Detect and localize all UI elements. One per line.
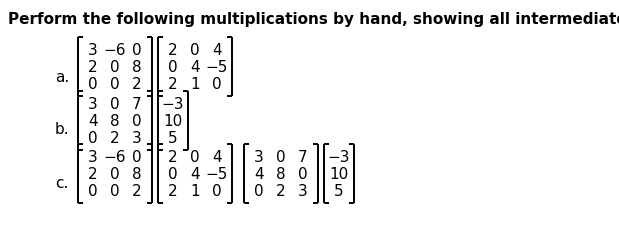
- Text: 0: 0: [110, 183, 120, 198]
- Text: 3: 3: [132, 131, 142, 145]
- Text: 0: 0: [132, 113, 142, 128]
- Text: 4: 4: [212, 149, 222, 164]
- Text: b.: b.: [55, 122, 69, 137]
- Text: 2: 2: [168, 77, 178, 92]
- Text: 4: 4: [190, 60, 200, 75]
- Text: 2: 2: [88, 60, 98, 75]
- Text: 2: 2: [88, 166, 98, 181]
- Text: −3: −3: [162, 97, 184, 112]
- Text: 0: 0: [254, 183, 264, 198]
- Text: 4: 4: [190, 166, 200, 181]
- Text: 0: 0: [110, 97, 120, 112]
- Text: 1: 1: [190, 183, 200, 198]
- Text: −5: −5: [206, 166, 228, 181]
- Text: −6: −6: [104, 149, 126, 164]
- Text: 2: 2: [132, 183, 142, 198]
- Text: −6: −6: [104, 43, 126, 58]
- Text: 8: 8: [110, 113, 120, 128]
- Text: c.: c.: [55, 175, 68, 190]
- Text: 0: 0: [212, 77, 222, 92]
- Text: 8: 8: [132, 60, 142, 75]
- Text: 3: 3: [88, 149, 98, 164]
- Text: 7: 7: [132, 97, 142, 112]
- Text: 0: 0: [168, 60, 178, 75]
- Text: 10: 10: [329, 166, 348, 181]
- Text: a.: a.: [55, 70, 69, 85]
- Text: 0: 0: [190, 43, 200, 58]
- Text: 2: 2: [168, 183, 178, 198]
- Text: 0: 0: [88, 77, 98, 92]
- Text: 0: 0: [212, 183, 222, 198]
- Text: 1: 1: [190, 77, 200, 92]
- Text: 0: 0: [88, 131, 98, 145]
- Text: 0: 0: [110, 60, 120, 75]
- Text: 4: 4: [212, 43, 222, 58]
- Text: 2: 2: [132, 77, 142, 92]
- Text: 5: 5: [168, 131, 178, 145]
- Text: 8: 8: [132, 166, 142, 181]
- Text: 3: 3: [88, 43, 98, 58]
- Text: 4: 4: [88, 113, 98, 128]
- Text: 2: 2: [110, 131, 120, 145]
- Text: 4: 4: [254, 166, 264, 181]
- Text: Perform the following multiplications by hand, showing all intermediate steps:: Perform the following multiplications by…: [8, 12, 619, 27]
- Text: 0: 0: [132, 149, 142, 164]
- Text: 3: 3: [88, 97, 98, 112]
- Text: 0: 0: [88, 183, 98, 198]
- Text: 0: 0: [276, 149, 286, 164]
- Text: 0: 0: [168, 166, 178, 181]
- Text: 0: 0: [110, 77, 120, 92]
- Text: 0: 0: [190, 149, 200, 164]
- Text: 8: 8: [276, 166, 286, 181]
- Text: 0: 0: [298, 166, 308, 181]
- Text: −5: −5: [206, 60, 228, 75]
- Text: 3: 3: [298, 183, 308, 198]
- Text: 10: 10: [163, 113, 183, 128]
- Text: −3: −3: [327, 149, 350, 164]
- Text: 5: 5: [334, 183, 344, 198]
- Text: 0: 0: [132, 43, 142, 58]
- Text: 2: 2: [168, 149, 178, 164]
- Text: 3: 3: [254, 149, 264, 164]
- Text: 7: 7: [298, 149, 308, 164]
- Text: 2: 2: [276, 183, 286, 198]
- Text: 0: 0: [110, 166, 120, 181]
- Text: 2: 2: [168, 43, 178, 58]
